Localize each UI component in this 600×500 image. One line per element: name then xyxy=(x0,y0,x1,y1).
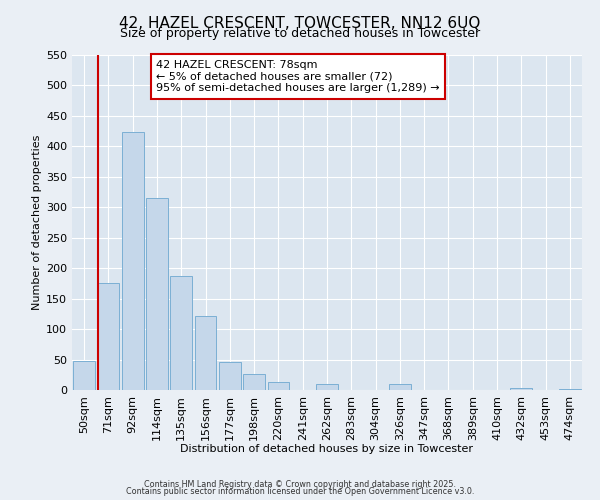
Bar xyxy=(389,384,411,390)
Y-axis label: Number of detached properties: Number of detached properties xyxy=(32,135,42,310)
X-axis label: Distribution of detached houses by size in Towcester: Distribution of detached houses by size … xyxy=(181,444,473,454)
Bar xyxy=(316,384,338,390)
Bar xyxy=(170,276,192,390)
Bar xyxy=(243,374,265,390)
Bar xyxy=(268,382,289,390)
Text: Contains HM Land Registry data © Crown copyright and database right 2025.: Contains HM Land Registry data © Crown c… xyxy=(144,480,456,489)
Text: 42, HAZEL CRESCENT, TOWCESTER, NN12 6UQ: 42, HAZEL CRESCENT, TOWCESTER, NN12 6UQ xyxy=(119,16,481,31)
Bar xyxy=(146,198,168,390)
Bar xyxy=(194,316,217,390)
Bar xyxy=(511,388,532,390)
Bar xyxy=(122,132,143,390)
Bar xyxy=(559,389,581,390)
Bar xyxy=(219,362,241,390)
Text: Size of property relative to detached houses in Towcester: Size of property relative to detached ho… xyxy=(120,28,480,40)
Bar xyxy=(73,362,95,390)
Text: Contains public sector information licensed under the Open Government Licence v3: Contains public sector information licen… xyxy=(126,488,474,496)
Text: 42 HAZEL CRESCENT: 78sqm
← 5% of detached houses are smaller (72)
95% of semi-de: 42 HAZEL CRESCENT: 78sqm ← 5% of detache… xyxy=(156,60,440,93)
Bar xyxy=(97,283,119,390)
